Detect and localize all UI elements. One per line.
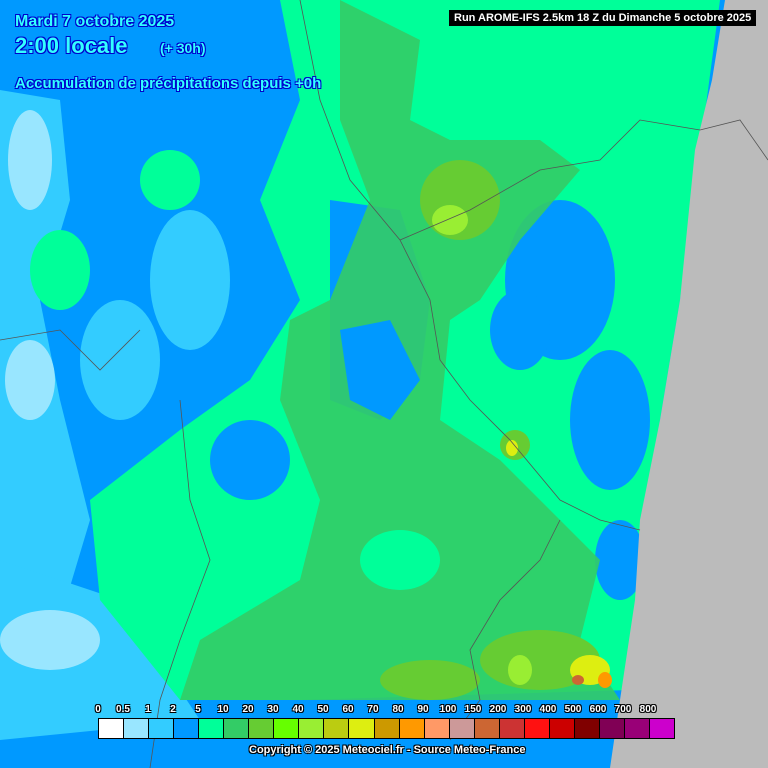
legend-swatch [574, 719, 600, 738]
legend-label: 300 [514, 704, 532, 715]
legend-label: 0.5 [116, 704, 130, 715]
copyright: Copyright © 2025 Meteociel.fr - Source M… [249, 744, 526, 756]
legend-swatch [349, 719, 375, 738]
legend-label: 200 [489, 704, 507, 715]
legend-swatch [499, 719, 525, 738]
blue-areas-2 [340, 290, 550, 590]
outside-domain-area [610, 0, 768, 768]
legend-label: 500 [564, 704, 582, 715]
forecast-time: 2:00 locale [15, 33, 128, 58]
legend-label: 800 [639, 704, 657, 715]
legend-label: 30 [267, 704, 279, 715]
legend-label: 5 [195, 704, 201, 715]
legend-swatch [449, 719, 475, 738]
legend-swatch [199, 719, 225, 738]
legend-swatch [149, 719, 175, 738]
legend-swatch [124, 719, 150, 738]
legend-label: 600 [589, 704, 607, 715]
legend-swatch [624, 719, 651, 738]
legend-swatch [549, 719, 575, 738]
legend-swatch [424, 719, 450, 738]
map-title: Accumulation de précipitations depuis +0… [15, 75, 322, 92]
legend-label: 0 [95, 704, 101, 715]
legend-swatch [274, 719, 300, 738]
legend-label: 70 [367, 704, 379, 715]
legend-labels: 0 0.5 1 2 5 10 20 30 40 50 60 70 80 90 100 150 200 300 400… [95, 704, 678, 718]
legend-label: 10 [217, 704, 229, 715]
legend-label: 40 [292, 704, 304, 715]
lead-time: (+ 30h) [160, 40, 206, 56]
legend-label: 150 [464, 704, 482, 715]
legend-label: 700 [614, 704, 632, 715]
legend-swatch [174, 719, 200, 738]
legend-swatch [374, 719, 400, 738]
legend-swatch [399, 719, 425, 738]
legend-label: 90 [417, 704, 429, 715]
model-run-label: Run AROME-IFS 2.5km 18 Z du Dimanche 5 o… [449, 10, 757, 26]
legend-bar [98, 718, 675, 739]
legend-label: 60 [342, 704, 354, 715]
legend-label: 50 [317, 704, 329, 715]
legend-swatch [224, 719, 250, 738]
legend-swatch [249, 719, 275, 738]
legend-label: 80 [392, 704, 404, 715]
legend-swatch [324, 719, 350, 738]
forecast-date: Mardi 7 octobre 2025 [15, 13, 175, 30]
legend-swatch [474, 719, 500, 738]
legend-label: 100 [439, 704, 457, 715]
legend-swatch [650, 719, 675, 738]
legend-label: 400 [539, 704, 557, 715]
high-accumulation-areas [432, 205, 612, 688]
legend-label: 1 [145, 704, 151, 715]
legend-label: 20 [242, 704, 254, 715]
legend-label: 2 [170, 704, 176, 715]
color-legend: 0 0.5 1 2 5 10 20 30 40 50 60 70 80 90 100 150 200 300 400… [95, 704, 678, 739]
legend-swatch [299, 719, 325, 738]
legend-swatch [599, 719, 625, 738]
legend-swatch [99, 719, 125, 738]
legend-swatch [524, 719, 550, 738]
